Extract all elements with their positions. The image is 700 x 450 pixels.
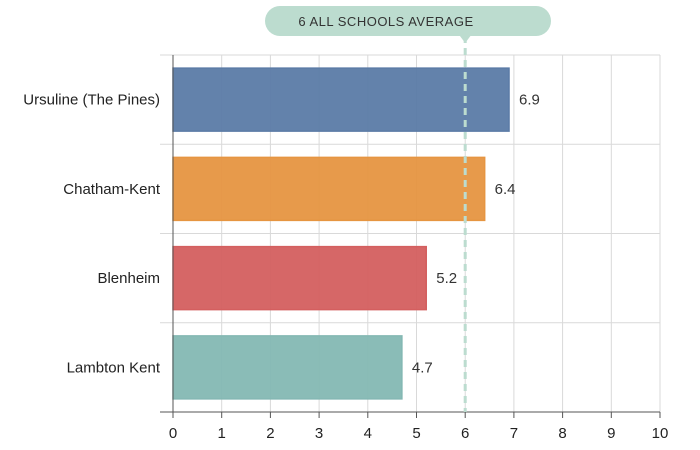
category-label: Ursuline (The Pines) xyxy=(23,92,160,109)
x-tick-label: 6 xyxy=(461,425,469,442)
x-tick-label: 3 xyxy=(315,425,323,442)
x-tick-label: 9 xyxy=(607,425,615,442)
value-label: 6.4 xyxy=(495,181,516,198)
x-tick-label: 8 xyxy=(558,425,566,442)
bar-1 xyxy=(172,156,486,222)
x-tick-label: 10 xyxy=(652,425,669,442)
bar-3 xyxy=(172,335,403,400)
x-tick-label: 7 xyxy=(510,425,518,442)
average-callout-badge xyxy=(265,6,551,36)
average-callout-label: 6 ALL SCHOOLS AVERAGE xyxy=(298,14,473,29)
x-tick-label: 2 xyxy=(266,425,274,442)
bar-2 xyxy=(172,245,427,311)
x-tick-label: 1 xyxy=(218,425,226,442)
x-tick-label: 4 xyxy=(364,425,372,442)
value-label: 5.2 xyxy=(436,270,457,287)
x-tick-label: 0 xyxy=(169,425,177,442)
x-tick-label: 5 xyxy=(412,425,420,442)
average-callout-pointer xyxy=(459,35,472,43)
value-label: 6.9 xyxy=(519,92,540,109)
bar-0 xyxy=(172,67,510,132)
category-label: Blenheim xyxy=(97,270,160,287)
category-label: Chatham-Kent xyxy=(63,181,161,198)
category-label: Lambton Kent xyxy=(67,359,161,376)
value-label: 4.7 xyxy=(412,359,433,376)
